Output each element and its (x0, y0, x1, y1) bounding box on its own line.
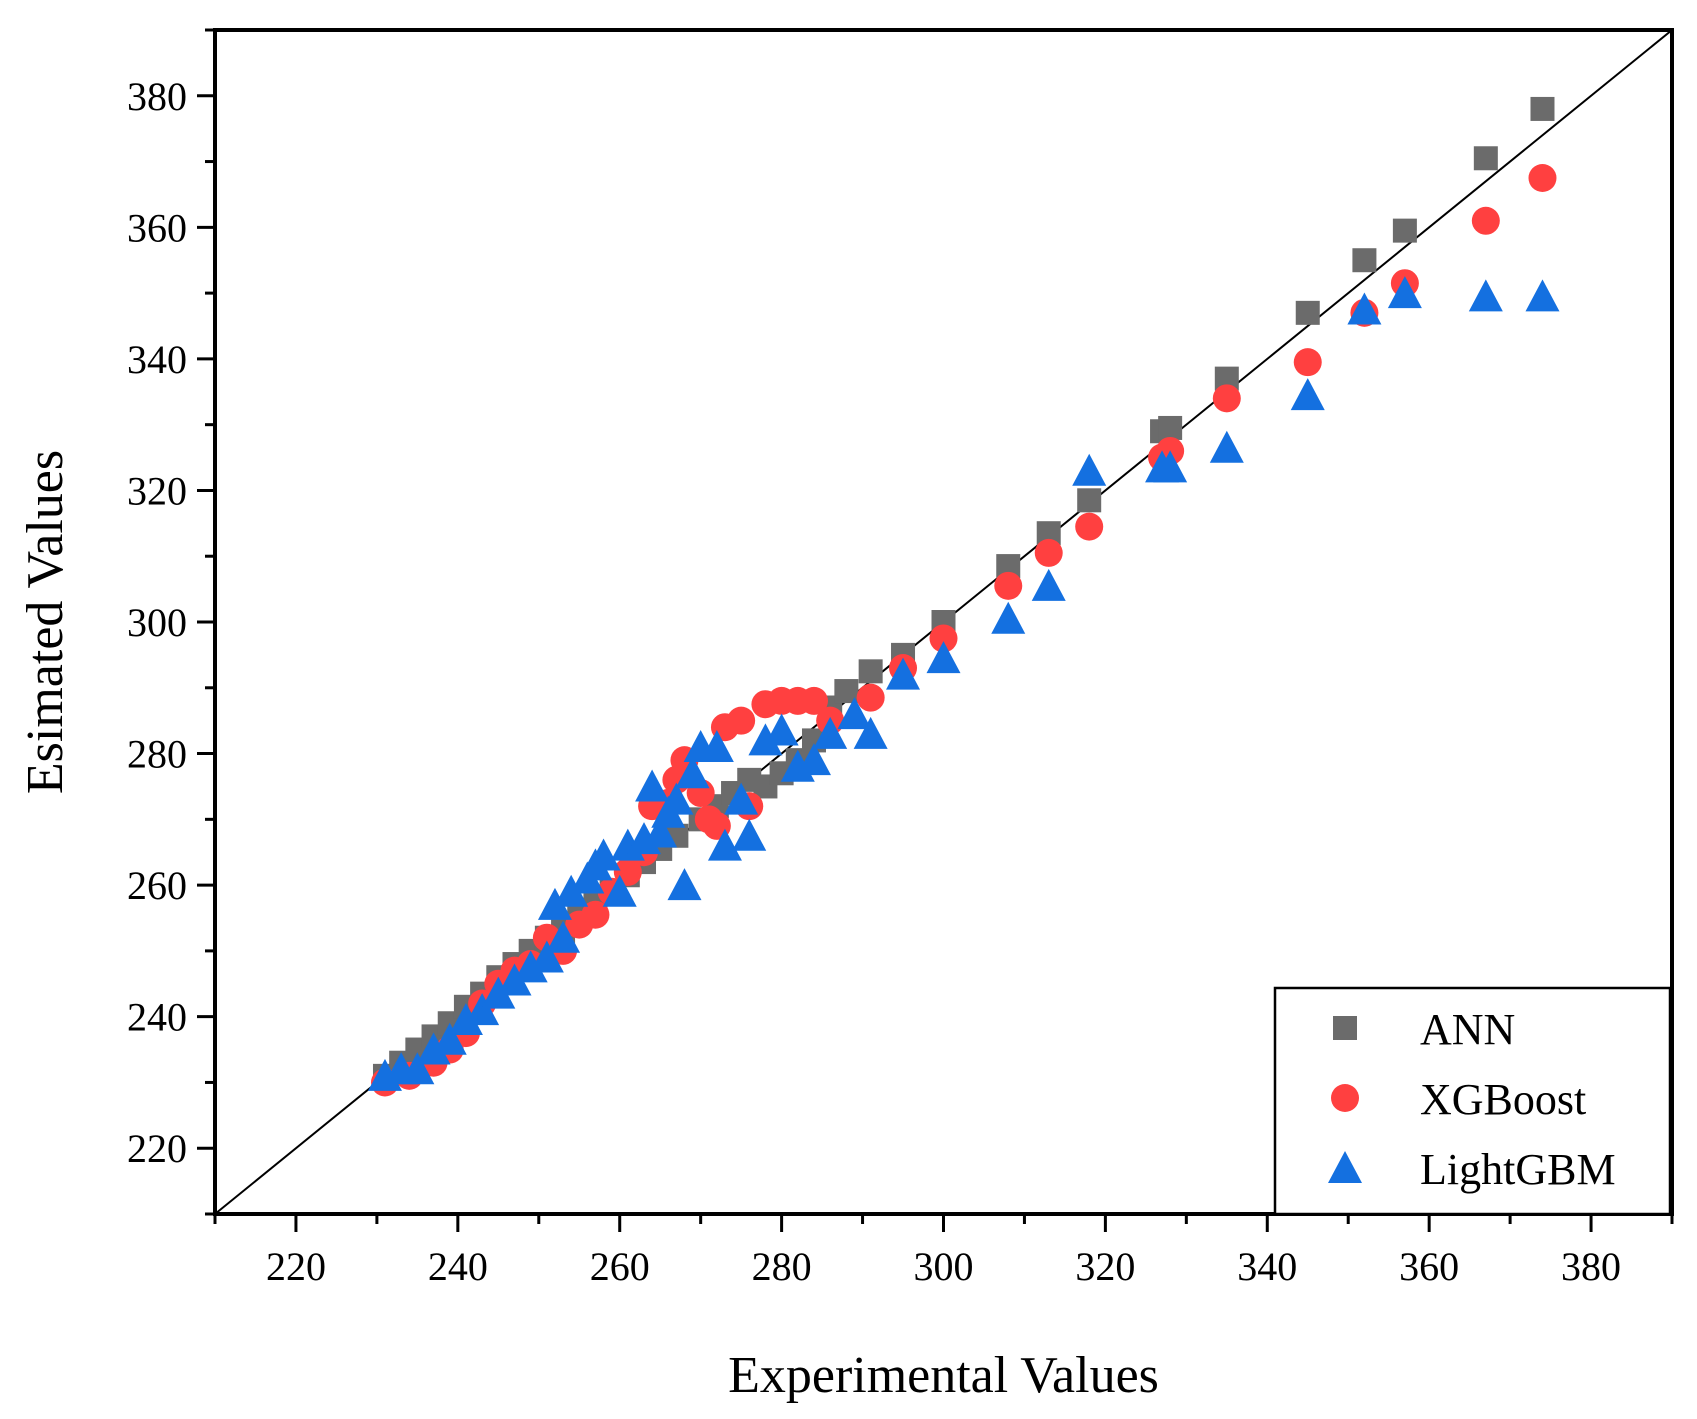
xgboost-point (1293, 348, 1322, 377)
xgboost-point (581, 900, 610, 929)
ann-point (1530, 96, 1555, 121)
xgboost-point (856, 683, 885, 712)
x-tick-label: 320 (1075, 1244, 1135, 1289)
lightgbm-point (1387, 276, 1422, 309)
xgboost-point (929, 624, 958, 653)
y-tick-label: 300 (127, 600, 187, 645)
y-tick-label: 240 (127, 995, 187, 1040)
xgboost-point (1471, 206, 1500, 235)
lightgbm-point (513, 950, 548, 983)
y-tick-label: 260 (127, 863, 187, 908)
legend-label-ann: ANN (1420, 1005, 1515, 1054)
lightgbm-point (416, 1032, 451, 1065)
xgboost-point (799, 686, 828, 715)
lightgbm-point (465, 993, 500, 1026)
data-points-group (367, 96, 1560, 1097)
lightgbm-point (748, 723, 783, 756)
x-tick-label: 380 (1561, 1244, 1621, 1289)
lightgbm-point (497, 963, 532, 996)
ann-point (1473, 146, 1498, 171)
legend-marker-ann (1333, 1016, 1357, 1040)
y-axis-title: Esimated Values (17, 450, 74, 794)
lightgbm-point (529, 940, 564, 973)
y-tick-label: 280 (127, 732, 187, 777)
lightgbm-point (764, 713, 799, 746)
lightgbm-point (546, 920, 581, 953)
lightgbm-point (675, 756, 710, 789)
y-tick-label: 380 (127, 74, 187, 119)
y-tick-label: 360 (127, 205, 187, 250)
lightgbm-point (699, 729, 734, 762)
lightgbm-point (432, 1022, 467, 1055)
lightgbm-point (602, 874, 637, 907)
x-tick-label: 240 (428, 1244, 488, 1289)
lightgbm-point (1072, 453, 1107, 486)
lightgbm-point (813, 716, 848, 749)
lightgbm-point (926, 641, 961, 674)
lightgbm-point (732, 818, 767, 851)
lightgbm-point (1525, 279, 1560, 312)
lightgbm-point (635, 769, 670, 802)
lightgbm-point (643, 815, 678, 848)
legend-marker-xgboost (1331, 1084, 1359, 1112)
lightgbm-point (853, 716, 888, 749)
lightgbm-point (586, 838, 621, 871)
lightgbm-point (667, 868, 702, 901)
lightgbm-point (554, 874, 589, 907)
xgboost-point (1212, 384, 1241, 413)
x-tick-label: 260 (590, 1244, 650, 1289)
lightgbm-point (537, 887, 572, 920)
series-lightgbm (367, 276, 1560, 1091)
plot-frame (213, 28, 1674, 1216)
y-tick-label: 220 (127, 1126, 187, 1171)
lightgbm-point (796, 743, 831, 776)
ann-point (858, 659, 883, 684)
lightgbm-point (724, 782, 759, 815)
xgboost-point (994, 571, 1023, 600)
lightgbm-point (1209, 430, 1244, 463)
lightgbm-point (448, 1002, 483, 1035)
legend: ANN XGBoost LightGBM (1273, 986, 1672, 1216)
x-axis-title: Experimental Values (728, 1347, 1159, 1404)
ann-point (1077, 488, 1102, 513)
y-tick-label: 340 (127, 337, 187, 382)
lightgbm-point (837, 697, 872, 730)
lightgbm-point (886, 657, 921, 690)
lightgbm-point (400, 1052, 435, 1085)
lightgbm-point (1153, 450, 1188, 483)
lightgbm-point (707, 828, 742, 861)
ann-point (1158, 415, 1183, 440)
y-tick-label: 320 (127, 468, 187, 513)
xgboost-point (1075, 512, 1104, 541)
ann-point (1295, 300, 1320, 325)
lightgbm-point (1347, 292, 1382, 325)
ann-point (1392, 218, 1417, 243)
x-tick-label: 300 (914, 1244, 974, 1289)
lightgbm-point (659, 782, 694, 815)
xgboost-point (727, 706, 756, 735)
legend-marker-lightgbm (1328, 1151, 1362, 1183)
lightgbm-point (1031, 568, 1066, 601)
x-tick-label: 220 (266, 1244, 326, 1289)
x-tick-label: 340 (1237, 1244, 1297, 1289)
x-tick-label: 280 (752, 1244, 812, 1289)
xgboost-point (1034, 538, 1063, 567)
legend-label-xgboost: XGBoost (1420, 1075, 1586, 1124)
lightgbm-point (481, 976, 516, 1009)
lightgbm-point (1468, 279, 1503, 312)
xgboost-point (1528, 164, 1557, 192)
lightgbm-point (991, 601, 1026, 634)
ann-point (1352, 248, 1377, 273)
x-tick-label: 360 (1399, 1244, 1459, 1289)
lightgbm-point (1290, 378, 1325, 411)
legend-label-lightgbm: LightGBM (1420, 1145, 1616, 1194)
